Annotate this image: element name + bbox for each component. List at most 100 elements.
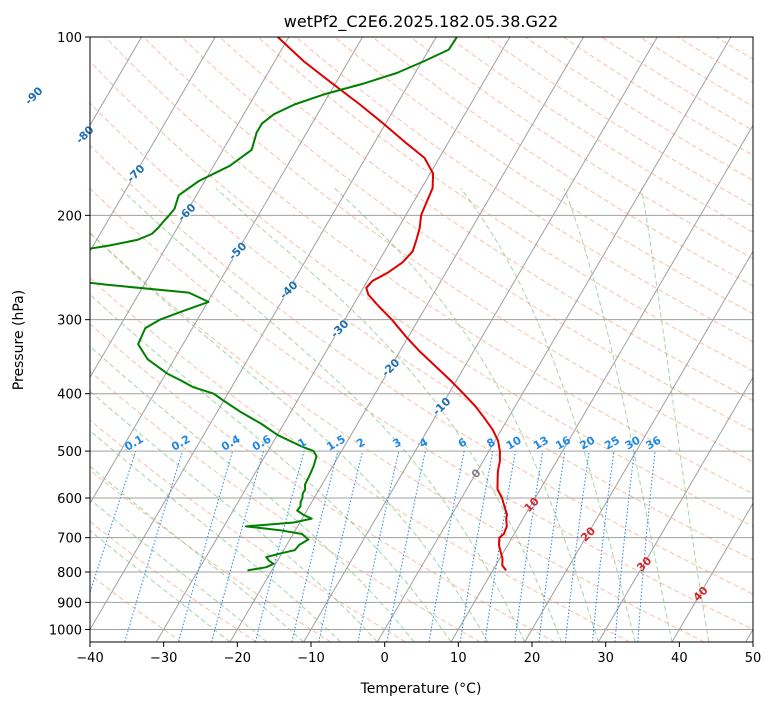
isotherm-line: [90, 37, 216, 253]
isotherm-line: [155, 37, 511, 642]
isotherm-line: [303, 37, 658, 642]
x-tick-label: −40: [76, 651, 103, 666]
x-tick-label: 10: [450, 651, 467, 666]
moist-adiabat-line: [641, 188, 710, 642]
isotherm-label-bg: [175, 200, 197, 222]
chart-title: wetPf2_C2E6.2025.182.05.38.G22: [284, 12, 558, 32]
isotherm-label-bg: [226, 239, 248, 261]
dry-adiabat-line: [90, 323, 556, 642]
isotherm-label-bg: [22, 84, 44, 106]
isotherm-label-bg: [430, 394, 452, 417]
dry-adiabat-line: [90, 469, 332, 642]
isotherm-line: [90, 37, 437, 631]
moist-adiabat-line: [90, 293, 452, 642]
mixing-ratio-line: [614, 451, 635, 642]
x-tick-label: 20: [524, 651, 541, 666]
mixing-ratio-line: [386, 450, 426, 642]
dry-adiabat-line: [525, 37, 753, 182]
mixing-ratio-line: [514, 451, 544, 642]
mixing-ratio-line: [538, 451, 566, 642]
moist-adiabat-line: [460, 187, 636, 642]
axes: −40 −30 −20 −10 0 10 20 30 40 50 100 200 300 400 500 60…: [49, 31, 761, 666]
mixing-ratio-line: [291, 450, 339, 642]
mixing-ratio-line: [254, 450, 305, 642]
mixing-ratio-line: [637, 451, 656, 642]
dry-adiabat-line: [90, 370, 481, 642]
dry-adiabat-line: [143, 37, 753, 463]
dry-adiabat-line: [295, 37, 753, 343]
y-tick-label: 700: [57, 532, 82, 547]
y-tick-label: 1000: [49, 623, 82, 638]
isotherm-line: [90, 37, 363, 505]
dry-adiabat-line: [181, 37, 753, 432]
dry-adiabat-line: [448, 37, 753, 233]
y-tick-label: 200: [57, 209, 82, 224]
isotherm-label-bg: [328, 317, 350, 339]
background-lines: [90, 37, 753, 642]
moist-adiabat-line: [119, 187, 526, 642]
dry-adiabat-line: [90, 187, 753, 630]
mixing-ratio-line: [211, 450, 264, 642]
mixing-ratio-line: [459, 451, 494, 642]
y-tick-label: 300: [57, 314, 82, 329]
mixing-ratio-line: [428, 451, 465, 642]
isotherm-label: -90: [22, 84, 45, 107]
dry-adiabat-line: [257, 37, 753, 372]
y-tick-label: 800: [57, 566, 82, 581]
y-axis-label: Pressure (hPa): [11, 290, 27, 390]
isotherm-line: [671, 502, 753, 642]
moist-adiabats: [90, 187, 710, 642]
x-tick-label: −20: [224, 651, 251, 666]
isotherm-label-bg: [73, 123, 95, 145]
dewpoint-line: [90, 37, 458, 572]
plot-background: [90, 37, 753, 642]
x-tick-label: −30: [150, 651, 177, 666]
moist-adiabat-line: [563, 188, 673, 642]
y-tick-label: 100: [57, 31, 82, 46]
isotherms: [90, 37, 753, 642]
dry-adiabat-line: [90, 60, 753, 527]
isotherm-label-bg: [277, 278, 299, 300]
moist-adiabat-line: [90, 465, 305, 642]
moist-adiabat-line: [90, 429, 341, 642]
dry-adiabat-line: [410, 37, 753, 260]
isotherm-line: [597, 376, 753, 642]
dry-adiabat-line: [90, 102, 753, 561]
mixing-ratio-line: [484, 451, 516, 642]
moist-adiabat-line: [215, 187, 562, 642]
x-tick-label: 40: [671, 651, 688, 666]
x-axis-label: Temperature (°C): [360, 681, 482, 697]
mixing-ratio-line: [357, 450, 400, 642]
y-tick-label: 400: [57, 388, 82, 403]
isotherm-line: [90, 37, 290, 379]
isotherm-line: [450, 124, 753, 642]
y-tick-label: 600: [57, 492, 82, 507]
x-tick-label: 50: [745, 651, 762, 666]
isotherm-line: [376, 37, 732, 642]
y-tick-label: 900: [57, 596, 82, 611]
dry-adiabat-line: [90, 419, 406, 642]
dry-adiabat-line: [219, 37, 753, 402]
mixing-ratio-lines: [90, 450, 656, 642]
dry-adiabat-line: [563, 37, 753, 156]
moist-adiabat-line: [90, 345, 415, 642]
moist-adiabat-line: [90, 390, 378, 642]
isotherm-line: [524, 250, 753, 642]
plot-frame: [89, 36, 754, 643]
mixing-ratio-line: [318, 450, 364, 642]
x-tick-label: −10: [297, 651, 324, 666]
isotherm-label-bg: [379, 356, 401, 378]
isotherm-label-bg: [124, 161, 146, 184]
moist-adiabat-line: [90, 498, 268, 642]
dry-adiabats: [90, 37, 753, 642]
dry-adiabat-line: [90, 144, 753, 595]
mixing-ratio-line: [592, 451, 615, 642]
temperature-line: [277, 37, 508, 572]
moist-adiabat-line: [334, 187, 599, 642]
y-tick-label: 500: [57, 445, 82, 460]
x-tick-label: 0: [381, 651, 389, 666]
dry-adiabat-line: [90, 232, 705, 642]
isotherm-line: [229, 37, 584, 642]
series-layer: [90, 37, 508, 572]
